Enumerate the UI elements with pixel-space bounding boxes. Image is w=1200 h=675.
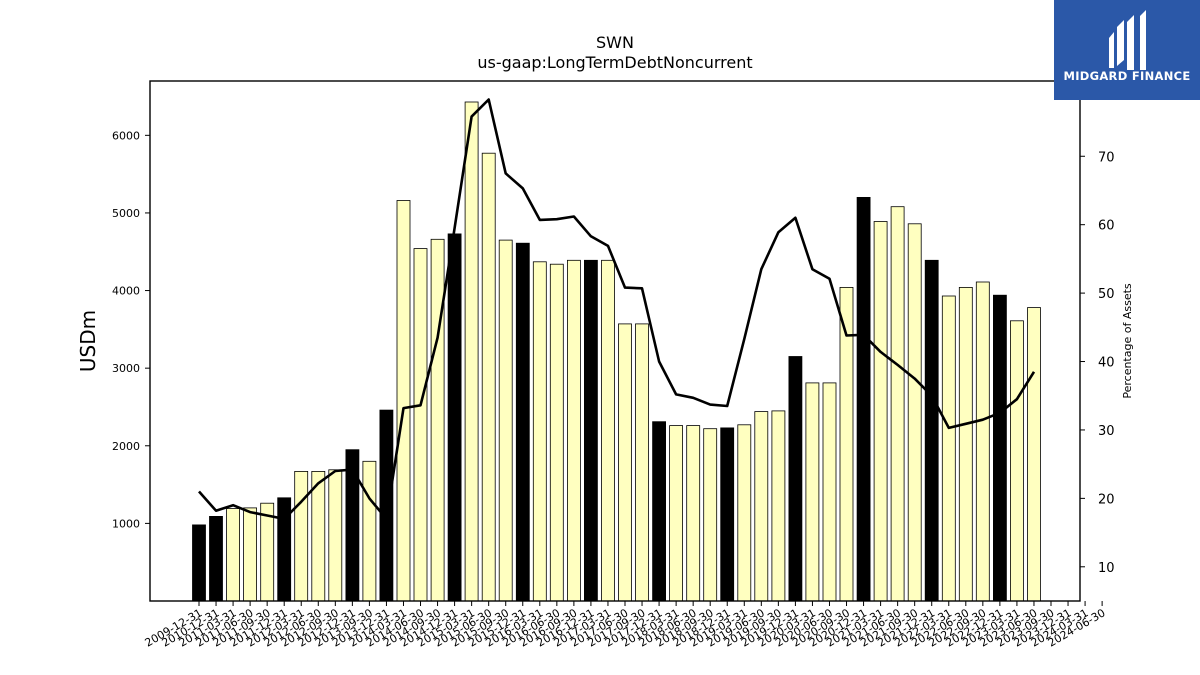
- bar: [771, 410, 786, 602]
- bar: [652, 421, 666, 602]
- chart-subtitle: us-gaap:LongTermDebtNoncurrent: [477, 53, 753, 72]
- y2-tick-label: 70: [1098, 150, 1115, 165]
- y2-tick-label: 10: [1098, 561, 1115, 576]
- bar: [890, 206, 905, 602]
- bar: [396, 200, 411, 602]
- bar: [515, 242, 530, 602]
- y2-tick-label: 60: [1098, 219, 1115, 234]
- bar: [567, 259, 581, 602]
- bar: [464, 101, 479, 602]
- bar: [1027, 307, 1041, 602]
- bar: [822, 382, 837, 602]
- bar: [618, 323, 632, 602]
- bar: [924, 259, 939, 602]
- bar: [1010, 320, 1024, 602]
- bar: [192, 524, 206, 602]
- bar: [805, 382, 820, 602]
- bar: [975, 281, 990, 602]
- y-axis-label: USDm: [76, 310, 100, 372]
- bar: [447, 233, 462, 602]
- bar: [788, 356, 803, 602]
- bar: [345, 449, 360, 602]
- bar: [413, 248, 428, 602]
- percentage-line: [198, 98, 1036, 521]
- y-tick-label: 4000: [112, 285, 140, 298]
- plot-frame: [149, 80, 1081, 602]
- bar: [209, 516, 223, 602]
- bar: [856, 196, 871, 602]
- bar: [379, 409, 394, 602]
- bar: [260, 502, 275, 602]
- bar: [362, 460, 377, 602]
- logo-text: MIDGARD FINANCE: [1063, 69, 1191, 83]
- bar: [532, 261, 547, 602]
- chart-title: SWN: [596, 33, 634, 52]
- bar: [754, 411, 769, 602]
- midgard-finance-logo: MIDGARD FINANCE: [1054, 0, 1200, 100]
- y2-tick-label: 30: [1098, 424, 1115, 439]
- bar: [498, 239, 513, 602]
- bar: [686, 425, 701, 602]
- y-tick-label: 2000: [112, 440, 140, 453]
- bar: [294, 470, 309, 602]
- bar: [907, 223, 922, 602]
- bar: [311, 470, 326, 602]
- bar: [993, 294, 1007, 602]
- bar: [584, 259, 598, 602]
- bar: [958, 286, 973, 602]
- y2-tick-label: 40: [1098, 356, 1115, 371]
- bar: [737, 424, 752, 602]
- bar: [601, 259, 615, 602]
- bar: [243, 507, 258, 602]
- y2-tick-label: 20: [1098, 492, 1115, 507]
- y-tick-label: 3000: [112, 362, 140, 375]
- y2-axis-label: Percentage of Assets: [1121, 283, 1134, 399]
- y2-tick-label: 50: [1098, 287, 1115, 302]
- midgard-finance-logo-icon: [1109, 10, 1146, 70]
- bar: [328, 469, 343, 602]
- y-tick-label: 5000: [112, 207, 140, 220]
- y-tick-label: 6000: [112, 129, 140, 142]
- bar: [481, 152, 496, 602]
- bar: [873, 221, 888, 602]
- bar: [430, 238, 445, 602]
- y-tick-label: 1000: [112, 517, 140, 530]
- bar: [669, 425, 683, 602]
- bar: [703, 428, 718, 602]
- bar: [226, 508, 241, 602]
- bar: [549, 263, 564, 602]
- bar: [720, 427, 735, 602]
- bar: [941, 295, 956, 602]
- bar: [635, 323, 649, 602]
